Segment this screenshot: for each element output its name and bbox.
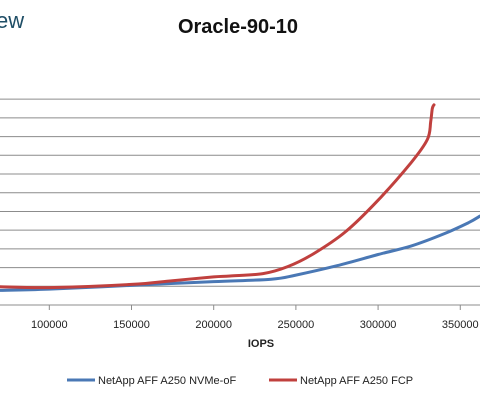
x-tick-label: 150000 bbox=[113, 319, 150, 331]
x-tick-label: 100000 bbox=[31, 319, 68, 331]
legend: NetApp AFF A250 NVMe-oF NetApp AFF A250 … bbox=[67, 375, 413, 387]
legend-label-nvme: NetApp AFF A250 NVMe-oF bbox=[98, 375, 236, 387]
x-tick-label: 350000 bbox=[442, 319, 479, 331]
x-tick-labels: 100000 150000 200000 250000 300000 350000 bbox=[31, 305, 479, 331]
x-tick-label: 200000 bbox=[195, 319, 232, 331]
x-tick-label: 250000 bbox=[278, 319, 315, 331]
gridlines bbox=[0, 98, 480, 306]
series-line-fcp bbox=[0, 103, 436, 290]
series-lines bbox=[0, 103, 480, 292]
x-tick-label: 300000 bbox=[360, 319, 397, 331]
x-axis-title: IOPS bbox=[248, 338, 274, 350]
legend-label-fcp: NetApp AFF A250 FCP bbox=[300, 375, 413, 387]
chart-title: Oracle-90-10 bbox=[178, 16, 298, 38]
series-line-nvme bbox=[0, 214, 480, 292]
brand-logo-text: ew bbox=[0, 8, 24, 33]
